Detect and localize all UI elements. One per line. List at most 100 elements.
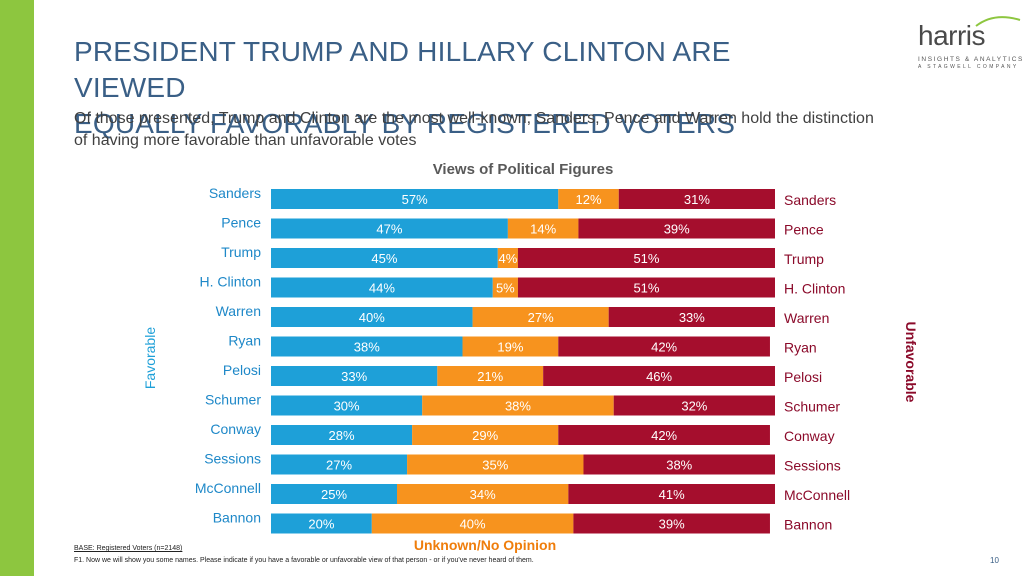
bar-segment-favorable <box>271 454 408 475</box>
bar-segment-favorable <box>271 336 463 357</box>
bar-segment-unfavorable <box>558 336 770 357</box>
category-label-right: Conway <box>784 428 835 444</box>
bar-value-label: 57% <box>402 192 428 207</box>
category-label-left: Pelosi <box>223 362 261 378</box>
bar-segment-unfavorable <box>573 513 770 534</box>
bar-segment-favorable <box>271 248 498 268</box>
category-label-left: McConnell <box>195 480 261 496</box>
page-title: PRESIDENT TRUMP AND HILLARY CLINTON ARE … <box>74 34 834 142</box>
category-label-left: Ryan <box>228 333 261 349</box>
bar-segment-unfavorable <box>578 218 775 239</box>
category-label-right: Warren <box>784 310 829 326</box>
category-label-left: Schumer <box>205 392 261 408</box>
bar-value-label: 38% <box>354 340 380 355</box>
bar-value-label: 33% <box>341 369 367 384</box>
bar-segment-unfavorable <box>517 248 775 268</box>
category-label-left: Sanders <box>209 185 261 201</box>
category-label-left: H. Clinton <box>200 274 261 290</box>
bar-segment-unknown-no-opinion <box>492 277 518 298</box>
bar-segment-favorable <box>271 277 493 298</box>
bar-value-label: 38% <box>666 458 692 473</box>
subtitle-line-1: Of those presented, Trump and Clinton ar… <box>74 110 874 127</box>
bar-segment-favorable <box>271 484 397 504</box>
category-label-left: Sessions <box>204 451 261 467</box>
bar-segment-unfavorable <box>608 307 775 327</box>
bar-segment-unfavorable <box>583 454 775 475</box>
bar-value-label: 14% <box>530 222 556 237</box>
bar-value-label: 42% <box>651 428 677 443</box>
bar-value-label: 34% <box>470 487 496 502</box>
bar-value-label: 5% <box>496 281 515 296</box>
bar-value-label: 40% <box>460 517 486 532</box>
bar-value-label: 30% <box>334 399 360 414</box>
favorable-axis-text: Favorable <box>142 326 158 390</box>
bar-value-label: 47% <box>376 222 402 237</box>
chart-title: Views of Political Figures <box>432 161 614 178</box>
bar-segment-favorable <box>271 395 423 416</box>
harris-logo: harris INSIGHTS & ANALYTICS A STAGWELL C… <box>912 14 1024 70</box>
bar-segment-unfavorable <box>613 395 775 416</box>
logo-swoosh-icon <box>975 16 1021 27</box>
bar-value-label: 39% <box>659 517 685 532</box>
bar-segment-unfavorable <box>517 277 775 298</box>
logo-company: A STAGWELL COMPANY <box>918 64 1019 70</box>
bar-value-label: 46% <box>646 369 672 384</box>
logo-tagline: INSIGHTS & ANALYTICS <box>918 56 1024 63</box>
bar-value-label: 41% <box>659 487 685 502</box>
category-label-left: Warren <box>216 303 261 319</box>
bar-value-label: 28% <box>329 428 355 443</box>
bar-segment-unknown-no-opinion <box>558 189 619 209</box>
category-label-right: Pelosi <box>784 369 822 385</box>
bar-value-label: 44% <box>369 281 395 296</box>
footnote-question: F1. Now we will show you some names. Ple… <box>74 557 534 564</box>
bar-value-label: 51% <box>633 281 659 296</box>
bar-value-label: 27% <box>326 458 352 473</box>
bar-segment-favorable <box>271 189 559 209</box>
title-line-2: EQUALLY FAVORABLY BY REGISTERED VOTERS <box>74 108 736 139</box>
title-line-1: PRESIDENT TRUMP AND HILLARY CLINTON ARE … <box>74 36 731 103</box>
category-label-right: Ryan <box>784 340 817 356</box>
bar-segment-unknown-no-opinion <box>472 307 609 327</box>
favorable-axis-label: Favorable <box>130 322 170 402</box>
bar-value-label: 20% <box>308 517 334 532</box>
bar-segment-unknown-no-opinion <box>407 454 584 475</box>
bar-value-label: 38% <box>505 399 531 414</box>
bar-value-label: 45% <box>371 251 397 266</box>
bar-segment-unknown-no-opinion <box>412 425 559 445</box>
bar-value-label: 31% <box>684 192 710 207</box>
unfavorable-axis-text: Unfavorable <box>903 321 919 403</box>
bar-value-label: 12% <box>576 192 602 207</box>
bar-value-label: 21% <box>477 369 503 384</box>
bar-segment-unknown-no-opinion <box>437 366 544 386</box>
bar-segment-unfavorable <box>568 484 775 504</box>
bar-segment-unfavorable <box>618 189 775 209</box>
bar-value-label: 39% <box>664 222 690 237</box>
bar-value-label: 42% <box>651 340 677 355</box>
category-label-right: Schumer <box>784 399 840 415</box>
bar-value-label: 27% <box>528 310 554 325</box>
bar-value-label: 19% <box>497 340 523 355</box>
bar-value-label: 29% <box>472 428 498 443</box>
category-label-right: Bannon <box>784 517 832 533</box>
bar-value-label: 51% <box>633 251 659 266</box>
category-label-right: Sanders <box>784 192 836 208</box>
bar-value-label: 33% <box>679 310 705 325</box>
bar-value-label: 4% <box>498 251 517 266</box>
bar-segment-favorable <box>271 513 372 534</box>
bar-segment-unknown-no-opinion <box>397 484 569 504</box>
accent-bar <box>0 0 34 576</box>
bar-segment-unknown-no-opinion <box>422 395 614 416</box>
bar-segment-unknown-no-opinion <box>507 218 579 239</box>
page-subtitle: Of those presented, Trump and Clinton ar… <box>74 108 974 152</box>
unknown-legend-label: Unknown/No Opinion <box>413 537 557 553</box>
category-label-right: McConnell <box>784 487 850 503</box>
bar-segment-favorable <box>271 307 473 327</box>
bar-segment-favorable <box>271 425 413 445</box>
category-label-right: Trump <box>784 251 824 267</box>
bar-value-label: 40% <box>359 310 385 325</box>
bar-segment-unknown-no-opinion <box>462 336 559 357</box>
category-label-left: Trump <box>221 244 261 260</box>
page-number: 10 <box>990 556 999 565</box>
bar-segment-unknown-no-opinion <box>497 248 518 268</box>
bar-value-label: 32% <box>681 399 707 414</box>
